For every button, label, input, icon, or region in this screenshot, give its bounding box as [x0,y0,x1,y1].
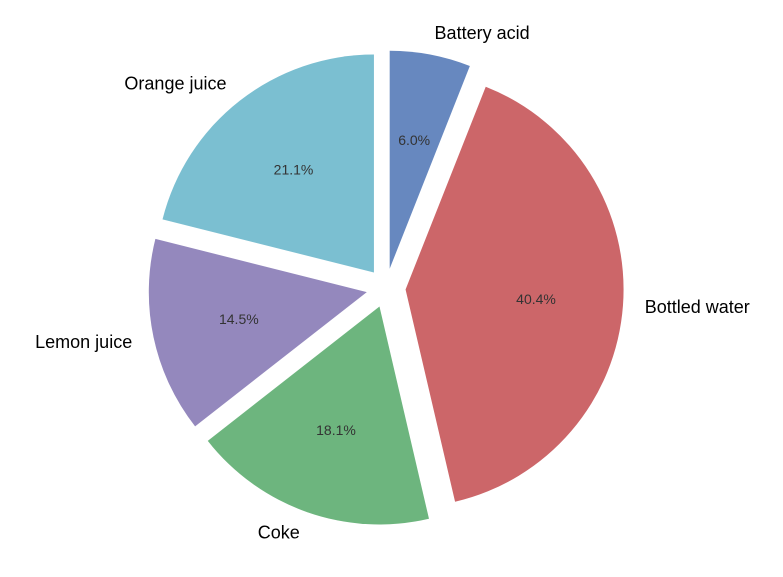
pct-label: 6.0% [398,132,430,148]
category-label: Battery acid [435,23,530,43]
pct-label: 18.1% [316,422,356,438]
category-label: Lemon juice [35,332,132,352]
category-label: Coke [258,523,300,543]
slices-layer [148,50,624,525]
pie-slice-bottled-water [405,86,624,502]
pie-slice-orange-juice [162,54,374,273]
pie-slice-battery-acid [389,50,470,269]
pie-slice-coke [207,306,429,525]
category-label: Bottled water [645,297,750,317]
pct-label: 14.5% [219,311,259,327]
pct-label: 21.1% [274,161,314,177]
category-label: Orange juice [124,73,226,93]
labels-layer: 6.0% Battery acid 40.4% Bottled water 18.1% C… [35,23,750,542]
pct-label: 40.4% [516,291,556,307]
pie-slice-lemon-juice [148,238,367,427]
